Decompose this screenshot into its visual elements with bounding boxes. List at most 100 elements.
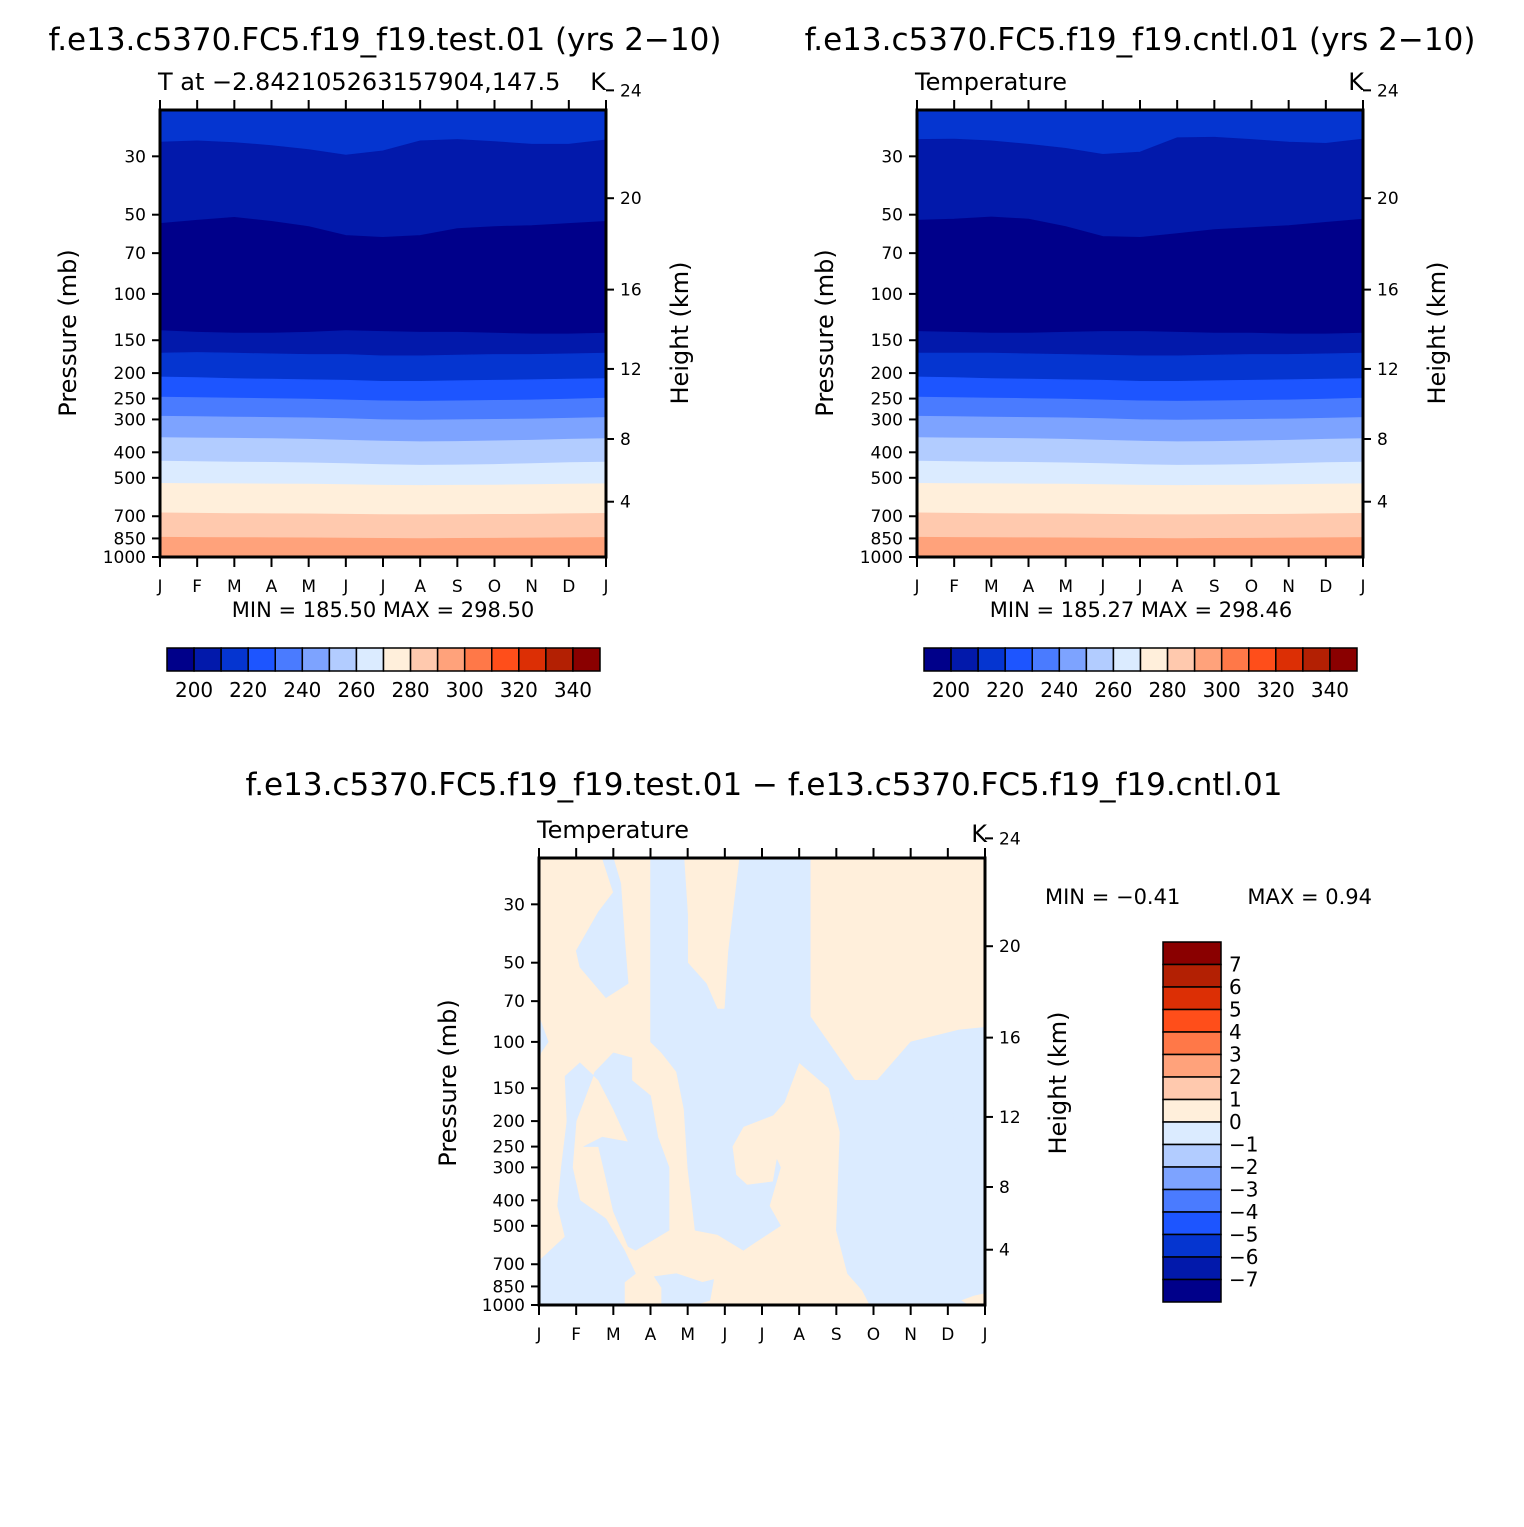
negative-anomaly-region (539, 1016, 549, 1063)
y-tick-label: 200 (871, 364, 903, 384)
contour-band (159, 352, 607, 382)
y-tick-label: 250 (493, 1138, 525, 1158)
y2-tick-label: 12 (620, 360, 642, 380)
colorbar-label: 0 (1229, 1110, 1242, 1134)
y-tick-label: 500 (114, 469, 146, 489)
colorbar-swatch (436, 647, 466, 672)
colorbar-swatch (1162, 1008, 1222, 1033)
colorbar-label: 5 (1229, 998, 1242, 1022)
x-tick-label: J (1359, 577, 1365, 597)
colorbar-swatch (1139, 647, 1169, 672)
colorbar-label: 220 (986, 678, 1024, 702)
x-tick-label: O (1245, 577, 1258, 597)
y2-tick-label: 4 (1377, 493, 1388, 513)
contour-band (159, 482, 607, 516)
colorbar-label: 280 (391, 678, 429, 702)
x-tick-label: J (1136, 577, 1142, 597)
y-tick-label: 700 (871, 507, 903, 527)
colorbar-label: 200 (932, 678, 970, 702)
panel-left-label: Temperature (914, 68, 1067, 96)
colorbar-swatch (328, 647, 358, 672)
max-label: MAX = 0.94 (1247, 885, 1372, 909)
colorbar-label: 220 (229, 678, 267, 702)
colorbar-swatch (545, 647, 574, 672)
x-tick-label: M (227, 577, 242, 597)
contour-band (916, 536, 1364, 557)
x-tick-label: M (606, 1325, 621, 1345)
y-tick-label: 250 (871, 390, 903, 410)
colorbar-swatch (518, 647, 547, 672)
panel-left-label: T at −2.842105263157904,147.5 (157, 68, 560, 96)
colorbar-swatch (1302, 647, 1331, 672)
colorbar-label: 4 (1229, 1020, 1242, 1044)
colorbar-swatch (409, 647, 439, 672)
colorbar-swatch (166, 647, 195, 672)
y-tick-label: 30 (124, 147, 146, 167)
colorbar-swatch (1162, 1031, 1222, 1056)
y2-tick-label: 20 (999, 937, 1021, 957)
y-tick-label: 100 (493, 1033, 525, 1053)
colorbar-swatch (1193, 647, 1223, 672)
contour-fill-group (539, 858, 985, 1305)
x-tick-label: M (1058, 577, 1073, 597)
colorbar-swatch (1162, 1121, 1222, 1146)
colorbar-label: −4 (1229, 1200, 1258, 1224)
x-tick-label: M (301, 577, 316, 597)
y-tick-label: 30 (503, 895, 525, 915)
y-axis-label: Pressure (mb) (811, 249, 839, 416)
min-max-label: MIN = 185.50 MAX = 298.50 (232, 598, 534, 622)
x-tick-label: S (452, 577, 463, 597)
colorbar-label: 2 (1229, 1065, 1242, 1089)
y-tick-label: 200 (493, 1112, 525, 1132)
colorbar-label: 320 (1257, 678, 1295, 702)
colorbar-label: 340 (1311, 678, 1349, 702)
y-tick-label: 300 (493, 1158, 525, 1178)
colorbar-label: 240 (283, 678, 321, 702)
x-tick-label: J (535, 1325, 541, 1345)
panel-test: f.e13.c5370.FC5.f19_f19.test.01 (yrs 2−1… (49, 22, 722, 702)
contour-band (159, 512, 607, 539)
y-tick-label: 400 (114, 443, 146, 463)
y-tick-label: 400 (871, 443, 903, 463)
colorbar-label: −2 (1229, 1155, 1258, 1179)
y2-tick-label: 8 (620, 430, 631, 450)
colorbar-swatch (220, 647, 249, 672)
x-tick-label: O (867, 1325, 880, 1345)
x-tick-label: D (1319, 577, 1332, 597)
y2-tick-label: 16 (999, 1029, 1021, 1049)
colorbar-label: 7 (1229, 953, 1242, 977)
contour-band (159, 536, 607, 557)
y-tick-label: 1000 (482, 1296, 525, 1316)
contour-band (916, 437, 1364, 466)
min-max-label: MIN = 185.27 MAX = 298.46 (990, 598, 1292, 622)
x-tick-label: J (758, 1325, 764, 1345)
y-tick-label: 1000 (103, 548, 146, 568)
y-tick-label: 300 (871, 410, 903, 430)
colorbar-swatch (1162, 986, 1222, 1011)
colorbar-label: 200 (175, 678, 213, 702)
y-tick-label: 70 (503, 992, 525, 1012)
colorbar-label: 280 (1148, 678, 1186, 702)
y-tick-label: 500 (871, 469, 903, 489)
colorbar-label: 300 (1203, 678, 1241, 702)
y2-tick-label: 24 (1377, 81, 1399, 101)
x-tick-label: D (941, 1325, 954, 1345)
colorbar-swatch (247, 647, 276, 672)
x-tick-label: S (1209, 577, 1220, 597)
x-tick-label: J (913, 577, 919, 597)
y-tick-label: 400 (493, 1191, 525, 1211)
y-tick-label: 50 (124, 206, 146, 226)
y2-axis-label: Height (km) (1044, 1012, 1072, 1155)
contour-band (916, 482, 1364, 516)
y2-tick-label: 24 (620, 81, 642, 101)
y-tick-label: 150 (871, 331, 903, 351)
x-tick-label: N (1282, 577, 1295, 597)
colorbar-swatch (355, 647, 385, 672)
y2-tick-label: 12 (1377, 360, 1399, 380)
y-tick-label: 70 (124, 244, 146, 264)
colorbar-swatch (1162, 963, 1222, 988)
y-tick-label: 250 (114, 390, 146, 410)
negative-anomaly-region (910, 1071, 960, 1239)
negative-anomaly-region (973, 1268, 985, 1291)
colorbar-swatch (1162, 1098, 1222, 1123)
